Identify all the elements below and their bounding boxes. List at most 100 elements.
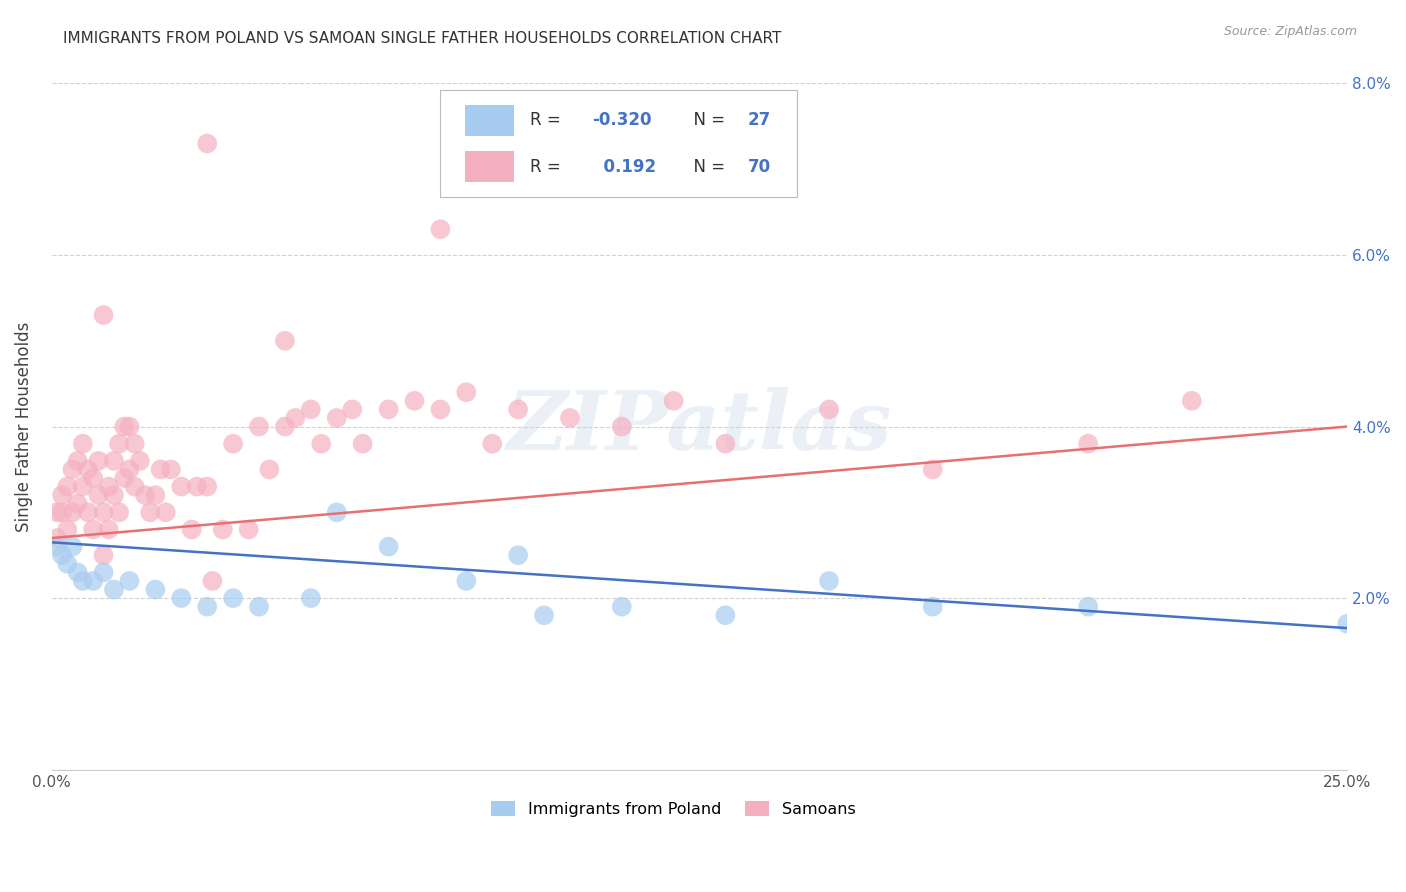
Point xyxy=(429,222,451,236)
Text: IMMIGRANTS FROM POLAND VS SAMOAN SINGLE FATHER HOUSEHOLDS CORRELATION CHART: IMMIGRANTS FROM POLAND VS SAMOAN SINGLE … xyxy=(63,31,782,46)
Point xyxy=(77,462,100,476)
Point xyxy=(56,557,79,571)
Point xyxy=(195,599,218,614)
Point xyxy=(238,523,260,537)
Point xyxy=(93,505,115,519)
Point xyxy=(118,419,141,434)
Point xyxy=(66,454,89,468)
Point xyxy=(222,436,245,450)
Point xyxy=(481,436,503,450)
Point xyxy=(103,454,125,468)
Point xyxy=(97,480,120,494)
Point xyxy=(170,591,193,606)
Point xyxy=(139,505,162,519)
FancyBboxPatch shape xyxy=(465,104,515,136)
Point xyxy=(186,480,208,494)
Point xyxy=(170,480,193,494)
Point xyxy=(77,505,100,519)
Point xyxy=(309,436,332,450)
Point xyxy=(274,334,297,348)
Point xyxy=(82,471,104,485)
Point xyxy=(149,462,172,476)
Point xyxy=(342,402,364,417)
Point xyxy=(45,540,67,554)
Point xyxy=(97,523,120,537)
Y-axis label: Single Father Households: Single Father Households xyxy=(15,321,32,532)
Point xyxy=(72,574,94,588)
Point xyxy=(195,480,218,494)
Point xyxy=(51,505,73,519)
Text: R =: R = xyxy=(530,112,565,129)
Point xyxy=(93,308,115,322)
Text: -0.320: -0.320 xyxy=(592,112,651,129)
Point xyxy=(82,523,104,537)
Point xyxy=(222,591,245,606)
Point xyxy=(145,488,167,502)
Point xyxy=(87,454,110,468)
Point xyxy=(1336,616,1358,631)
Point xyxy=(1077,436,1099,450)
Point xyxy=(921,462,943,476)
Point xyxy=(1077,599,1099,614)
Point xyxy=(45,531,67,545)
Point xyxy=(128,454,150,468)
Point xyxy=(134,488,156,502)
Point xyxy=(108,505,131,519)
Text: ZIPatlas: ZIPatlas xyxy=(506,386,893,467)
Point xyxy=(533,608,555,623)
Point xyxy=(112,419,135,434)
Point xyxy=(118,462,141,476)
Point xyxy=(326,411,349,425)
Point xyxy=(160,462,183,476)
Point xyxy=(404,393,426,408)
Point xyxy=(72,480,94,494)
Point xyxy=(112,471,135,485)
Point xyxy=(352,436,374,450)
Text: 70: 70 xyxy=(748,158,770,176)
Point xyxy=(377,540,399,554)
Point xyxy=(284,411,307,425)
Point xyxy=(72,436,94,450)
Text: N =: N = xyxy=(683,158,730,176)
Point xyxy=(508,548,530,562)
Point xyxy=(124,480,146,494)
Text: 27: 27 xyxy=(748,112,770,129)
Point xyxy=(103,488,125,502)
Point xyxy=(818,574,841,588)
Point xyxy=(299,591,322,606)
Point xyxy=(180,523,202,537)
Point xyxy=(56,523,79,537)
Point xyxy=(124,436,146,450)
Legend: Immigrants from Poland, Samoans: Immigrants from Poland, Samoans xyxy=(485,795,862,823)
Point xyxy=(51,548,73,562)
FancyBboxPatch shape xyxy=(440,90,797,196)
Point xyxy=(103,582,125,597)
Point xyxy=(118,574,141,588)
Point xyxy=(62,505,84,519)
Point xyxy=(377,402,399,417)
Point xyxy=(247,419,270,434)
Point xyxy=(108,436,131,450)
Point xyxy=(456,385,478,400)
Point xyxy=(66,497,89,511)
Point xyxy=(326,505,349,519)
Point xyxy=(714,436,737,450)
Point xyxy=(145,582,167,597)
Point xyxy=(714,608,737,623)
Point xyxy=(818,402,841,417)
FancyBboxPatch shape xyxy=(465,152,515,182)
Point xyxy=(921,599,943,614)
Text: N =: N = xyxy=(683,112,730,129)
Point xyxy=(45,505,67,519)
Point xyxy=(62,540,84,554)
Point xyxy=(66,566,89,580)
Point xyxy=(662,393,685,408)
Point xyxy=(456,574,478,588)
Point xyxy=(274,419,297,434)
Point xyxy=(1181,393,1204,408)
Point xyxy=(155,505,177,519)
Point xyxy=(93,548,115,562)
Text: Source: ZipAtlas.com: Source: ZipAtlas.com xyxy=(1223,25,1357,38)
Point xyxy=(429,402,451,417)
Point xyxy=(62,462,84,476)
